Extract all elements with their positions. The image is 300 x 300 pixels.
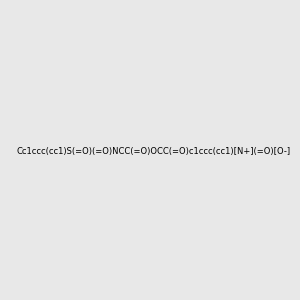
Text: Cc1ccc(cc1)S(=O)(=O)NCC(=O)OCC(=O)c1ccc(cc1)[N+](=O)[O-]: Cc1ccc(cc1)S(=O)(=O)NCC(=O)OCC(=O)c1ccc(… <box>17 147 291 156</box>
